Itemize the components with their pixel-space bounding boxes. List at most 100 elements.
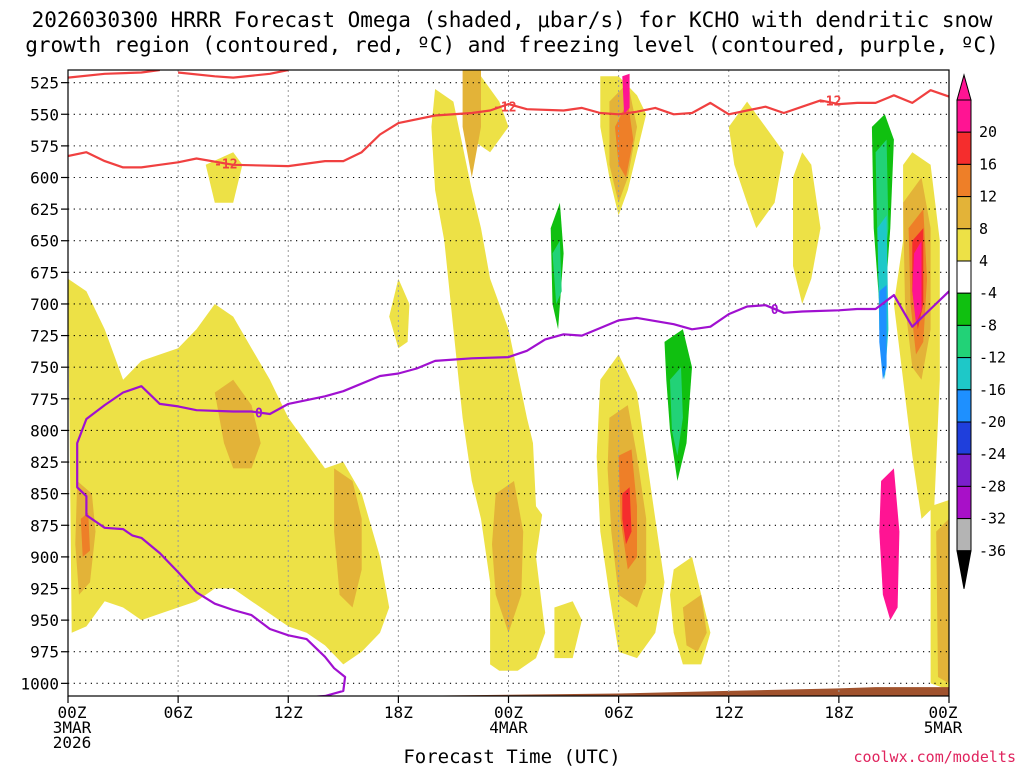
y-tick-label-675: 675 (30, 263, 59, 282)
colorbar-top-arrow (956, 73, 972, 101)
colorbar-swatch-7 (956, 324, 972, 359)
y-tick-label-700: 700 (30, 295, 59, 314)
x-tick-label-42-0: 18Z (824, 703, 853, 722)
y-tick-label-575: 575 (30, 137, 59, 156)
y-tick-label-600: 600 (30, 168, 59, 187)
x-tick-label-0-1: 3MAR (53, 718, 92, 737)
colorbar-label-9: -20 (979, 413, 1006, 431)
colorbar-swatch-10 (956, 421, 972, 455)
colorbar-swatch-13 (956, 518, 972, 552)
y-tick-label-750: 750 (30, 358, 59, 377)
x-tick-label-36-0: 12Z (714, 703, 743, 722)
colorbar-label-0: 20 (979, 123, 997, 141)
omega-shade-8-3 (462, 70, 481, 178)
colorbar-swatch-8 (956, 357, 972, 391)
omega-shade-neg4-6 (787, 215, 858, 659)
y-axis: 525 550 575 600 625 650 675 700 725 750 775 800 825 8… (20, 74, 68, 693)
contour-line-1 (68, 70, 160, 79)
title-line-2: growth region (contoured, red, ºC) and f… (25, 33, 999, 57)
omega-shade-neg12-0 (552, 240, 562, 304)
omega-shade-4-1 (389, 278, 410, 349)
terrain-surface (68, 687, 949, 696)
terrain-layer (68, 687, 949, 696)
contour-line-3 (76, 290, 949, 696)
y-tick-label-550: 550 (30, 105, 59, 124)
colorbar-label-5: -4 (979, 284, 997, 302)
omega-shade-8-0 (214, 379, 261, 469)
y-tick-label-725: 725 (30, 327, 59, 346)
chart-title: 2026030300 HRRR Forecast Omega (shaded, … (0, 8, 1024, 58)
omega-shade-20-2 (879, 468, 900, 621)
omega-shade-8-1 (334, 468, 362, 608)
y-tick-label-900: 900 (30, 548, 59, 567)
x-tick-label-18-0: 18Z (384, 703, 413, 722)
omega-shade-neg12-1 (670, 367, 683, 456)
y-tick-label-950: 950 (30, 611, 59, 630)
colorbar-label-7: -12 (979, 349, 1006, 367)
colorbar-label-4: 4 (979, 252, 988, 270)
omega-shade-12-3 (80, 512, 90, 557)
omega-shade-neg4-8 (905, 506, 920, 633)
contour-line-0 (68, 89, 949, 169)
x-tick-label-0-2: 2026 (53, 733, 92, 752)
credit-text: coolwx.com/modelts (853, 748, 1016, 766)
omega-shade-4-11 (554, 601, 582, 659)
x-tick-label-24-0: 00Z (494, 703, 523, 722)
y-tick-label-625: 625 (30, 200, 59, 219)
y-tick-label-525: 525 (30, 74, 59, 93)
omega-shade-12-0 (615, 101, 634, 178)
contour-label-1: -12 (493, 101, 516, 116)
y-tick-label-875: 875 (30, 516, 59, 535)
x-axis-title: Forecast Time (UTC) (403, 746, 621, 768)
colorbar-label-12: -32 (979, 510, 1006, 528)
contour-label-2: -12 (818, 94, 841, 109)
omega-shade-4-7 (728, 101, 784, 229)
contour-label-0: -12 (214, 158, 237, 173)
x-tick-label-12-0: 12Z (274, 703, 303, 722)
y-tick-label-800: 800 (30, 421, 59, 440)
colorbar-label-13: -36 (979, 542, 1006, 560)
colorbar-swatch-11 (956, 453, 972, 487)
colorbar-swatch-6 (956, 292, 972, 326)
colorbar-swatch-1 (956, 131, 972, 165)
y-tick-label-850: 850 (30, 485, 59, 504)
colorbar-label-10: -24 (979, 445, 1006, 463)
title-line-1: 2026030300 HRRR Forecast Omega (shaded, … (31, 8, 993, 32)
omega-shade-16-0 (622, 487, 632, 545)
colorbar-label-8: -16 (979, 381, 1006, 399)
x-tick-label-6-0: 06Z (164, 703, 193, 722)
omega-shade-8-7 (682, 594, 707, 652)
colorbar-label-11: -28 (979, 477, 1006, 495)
colorbar-label-3: 8 (979, 220, 988, 238)
omega-shade-4-8 (793, 152, 821, 304)
y-tick-label-650: 650 (30, 232, 59, 251)
colorbar-label-6: -8 (979, 316, 997, 334)
omega-shade-20-0 (622, 73, 630, 115)
omega-shade-neg4-0 (121, 70, 133, 153)
omega-shade-4-0 (68, 278, 390, 665)
colorbar-label-2: 12 (979, 188, 997, 206)
omega-shade-neg20-0 (879, 285, 887, 380)
x-tick-label-0-0: 00Z (58, 703, 87, 722)
colorbar-swatch-3 (956, 196, 972, 230)
y-tick-label-775: 775 (30, 390, 59, 409)
omega-shade-neg4-1 (139, 76, 202, 355)
colorbar-swatch-2 (956, 163, 972, 198)
y-tick-label-1000: 1000 (20, 674, 59, 693)
omega-shade-8-9 (936, 518, 949, 684)
contour-line-2 (177, 70, 289, 79)
colorbar-swatch-5 (956, 260, 972, 294)
colorbar-bottom-arrow (956, 550, 972, 589)
colorbar: 20 16 12 8 4 -4 -8 -12 -16 -20 -24 -28 -32 -36 (956, 73, 1006, 589)
grid-layer (68, 70, 949, 696)
colorbar-swatch-0 (956, 99, 972, 133)
x-tick-label-24-1: 4MAR (489, 718, 528, 737)
colorbar-swatch-4 (956, 228, 972, 262)
colorbar-swatch-12 (956, 485, 972, 520)
omega-shade-neg4-2 (284, 164, 353, 279)
contour-label-3: 0 (255, 407, 263, 422)
contour-layer: -12 -12 -12 0 0 (68, 70, 949, 696)
colorbar-swatch-9 (956, 389, 972, 423)
